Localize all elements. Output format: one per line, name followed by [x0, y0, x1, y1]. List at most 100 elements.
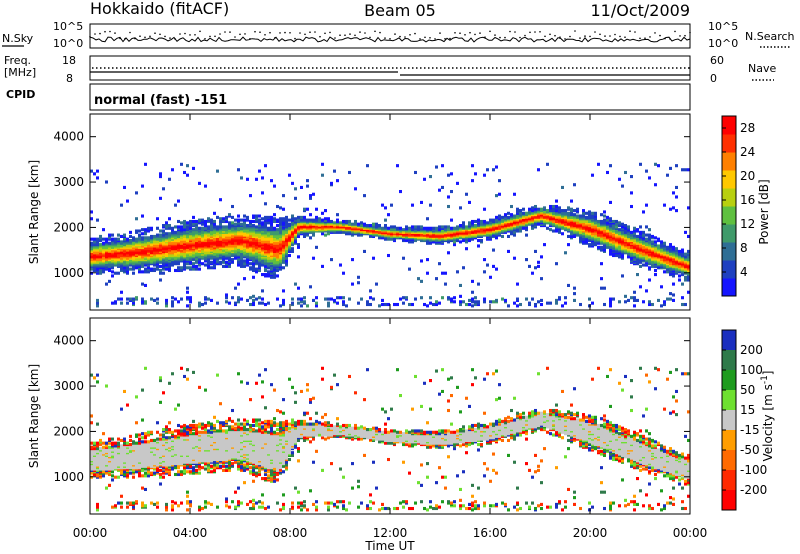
power-cell: [207, 259, 210, 263]
power-cell: [606, 170, 609, 175]
power-cell: [564, 209, 567, 213]
freq-tick-top: 18: [62, 54, 76, 67]
velocity-cell: [138, 441, 141, 445]
power-cell: [120, 234, 123, 239]
power-cell: [246, 260, 249, 264]
power-cell: [429, 226, 432, 230]
power-cell: [345, 304, 348, 308]
power-cell: [660, 285, 663, 289]
velocity-cell: [138, 437, 141, 441]
nsearch-point: [164, 35, 166, 38]
power-cell: [234, 301, 237, 305]
power-cell: [285, 259, 288, 263]
velocity-cell: [108, 437, 111, 441]
power-cell: [648, 233, 651, 237]
power-cell: [438, 228, 441, 232]
power-cell: [102, 228, 105, 232]
power-cell: [102, 237, 105, 241]
nsearch-point: [239, 33, 241, 36]
power-cell: [114, 240, 117, 244]
power-cell: [261, 221, 264, 225]
power-cell: [309, 194, 312, 198]
power-cell: [687, 234, 690, 239]
power-cell: [210, 226, 213, 230]
power-cell: [111, 301, 114, 305]
power-cell: [120, 301, 123, 305]
power-cell: [159, 229, 162, 233]
power-cell: [465, 225, 468, 229]
power-cell: [447, 296, 450, 300]
power-cell: [258, 296, 261, 300]
power-cell: [546, 209, 549, 213]
power-cell: [294, 187, 297, 191]
power-cell: [516, 282, 519, 286]
power-cell: [366, 164, 369, 168]
power-cell: [270, 267, 273, 271]
power-cell: [621, 274, 624, 278]
power-cell: [555, 228, 558, 232]
power-cell: [90, 169, 93, 173]
power-cell: [210, 218, 213, 222]
power-cell: [441, 229, 444, 233]
power-cell: [231, 296, 234, 300]
power-cell: [165, 224, 168, 228]
nsearch-point: [214, 35, 216, 38]
power-cell: [228, 213, 231, 217]
velocity-cell: [111, 505, 114, 509]
power-cell: [423, 177, 426, 181]
velocity-cell: [105, 486, 108, 490]
power-cell: [306, 184, 309, 188]
power-cell: [225, 300, 228, 304]
power-cell: [99, 243, 102, 247]
power-cell: [168, 177, 171, 181]
power-cell: [543, 206, 546, 210]
power-cell: [324, 209, 327, 213]
power-cell: [474, 172, 477, 176]
power-cell: [489, 275, 492, 279]
power-cell: [366, 302, 369, 307]
power-cell: [516, 207, 519, 211]
power-cell: [255, 270, 258, 274]
power-cell: [537, 168, 540, 172]
power-cell: [603, 221, 606, 225]
velocity-cell: [111, 441, 114, 445]
power-cell: [300, 304, 303, 308]
power-cell: [633, 258, 636, 262]
power-cell: [435, 277, 438, 281]
power-cell: [483, 219, 486, 224]
power-cell: [420, 200, 423, 204]
power-cell: [189, 226, 192, 230]
power-cell: [630, 256, 633, 260]
power-cell: [117, 271, 120, 275]
nsearch-point: [254, 30, 256, 33]
power-cell: [624, 224, 627, 228]
power-cell: [273, 219, 276, 224]
power-cell: [189, 219, 192, 224]
velocity-cell: [120, 494, 123, 498]
power-cell: [183, 219, 186, 224]
power-cell: [366, 224, 369, 228]
power-cell: [357, 233, 360, 237]
nsearch-point: [299, 32, 301, 34]
power-cell: [669, 248, 672, 252]
nsearch-point: [389, 38, 391, 40]
power-cell: [141, 184, 144, 188]
power-cell: [624, 226, 627, 230]
nsearch-point: [524, 34, 526, 37]
power-cell: [180, 297, 183, 301]
nsearch-point: [204, 38, 206, 40]
power-cell: [654, 273, 657, 277]
power-cell: [684, 168, 687, 172]
power-cell: [264, 164, 267, 168]
power-cell: [261, 176, 264, 180]
velocity-cell: [102, 445, 105, 449]
power-cell: [453, 296, 456, 300]
velocity-cell: [111, 437, 114, 441]
power-cell: [198, 267, 201, 271]
power-cell: [441, 185, 444, 190]
power-cell: [597, 245, 600, 249]
power-cell: [171, 300, 174, 304]
power-cell: [282, 194, 285, 198]
power-cell: [687, 277, 690, 281]
